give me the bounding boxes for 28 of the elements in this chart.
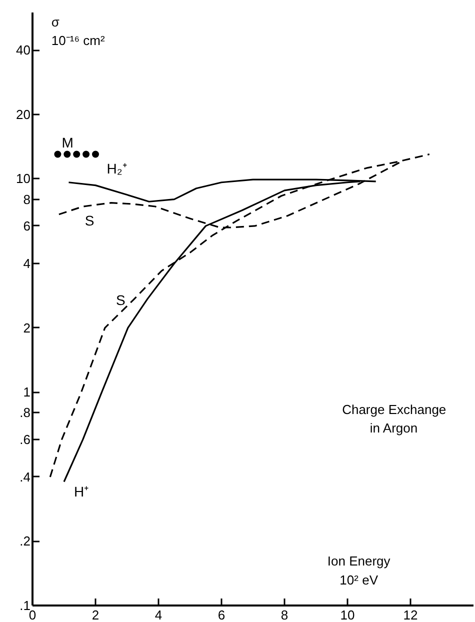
y-tick-label: 20 xyxy=(16,106,31,122)
series-label: S xyxy=(116,292,126,308)
y-tick-label: 6 xyxy=(23,218,31,234)
series-label: S xyxy=(84,212,94,229)
y-tick-label: 4 xyxy=(23,256,31,272)
x-tick-label: 6 xyxy=(218,608,226,622)
series-label: M xyxy=(62,134,74,150)
x-tick-label: 8 xyxy=(280,608,288,622)
y-tick-label: 8 xyxy=(23,192,31,207)
y-tick-label: 2 xyxy=(23,320,31,336)
y-tick-label: .1 xyxy=(20,598,30,613)
x-tick-label: 0 xyxy=(28,608,36,622)
y-tick-label: 40 xyxy=(16,42,31,58)
y-tick-label: .2 xyxy=(20,534,30,549)
x-axis-title: Ion Energy 10² eV xyxy=(327,554,391,588)
y-tick-label: .4 xyxy=(20,469,30,484)
y-tick-label: 10 xyxy=(16,171,31,186)
y-axis-title: σ 10⁻¹⁶ cm² xyxy=(51,14,106,48)
y-tick-label: .6 xyxy=(20,432,30,447)
text: Charge Exchange in Argon xyxy=(342,402,446,436)
x-tick-label: 2 xyxy=(92,608,100,622)
series-label: H₂⁺ xyxy=(106,160,128,176)
x-tick-label: 10 xyxy=(340,608,355,622)
series-label: H⁺ xyxy=(74,484,90,500)
y-tick-label: .8 xyxy=(20,405,30,420)
x-tick-label: 12 xyxy=(403,608,418,622)
y-tick-label: 1 xyxy=(23,384,31,400)
x-tick-label: 4 xyxy=(154,608,162,622)
